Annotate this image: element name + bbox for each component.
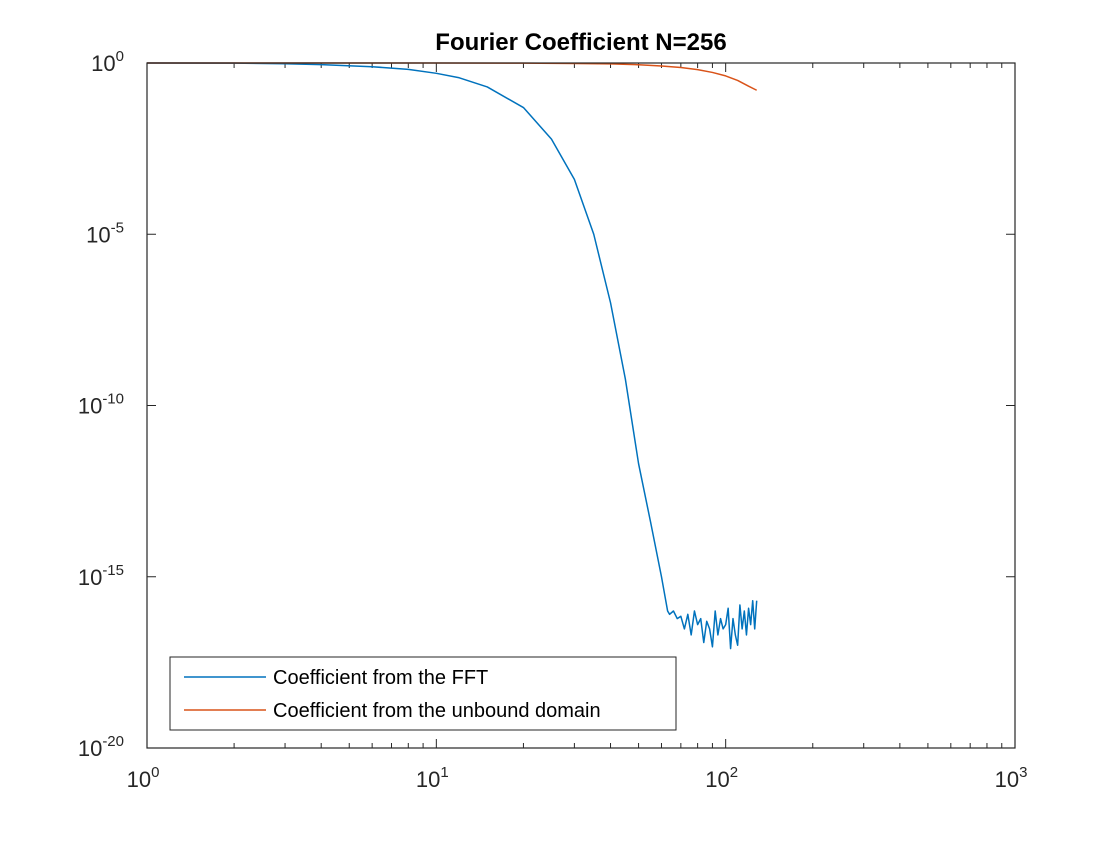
y-tick-label: 10-15 xyxy=(78,562,124,590)
y-tick-label: 10-10 xyxy=(78,391,124,419)
x-tick-label: 100 xyxy=(127,764,160,792)
legend-label-fft: Coefficient from the FFT xyxy=(273,667,488,689)
x-tick-label: 102 xyxy=(705,764,738,792)
chart-title: Fourier Coefficient N=256 xyxy=(435,29,726,56)
y-tick-label: 10-20 xyxy=(78,733,124,761)
legend-label-unbound: Coefficient from the unbound domain xyxy=(273,700,601,722)
plot-area xyxy=(147,63,1015,748)
x-tick-label: 103 xyxy=(995,764,1028,792)
ticks-layer: 100 101 102 103 100 10-5 10-10 10-15 10-20 xyxy=(78,48,1028,792)
x-tick-label: 101 xyxy=(416,764,449,792)
legend-box xyxy=(169,656,677,731)
fft-coefficient-line xyxy=(146,62,758,650)
y-tick-label: 100 xyxy=(91,48,124,76)
y-tick-label: 10-5 xyxy=(86,219,124,247)
plot-axes-box xyxy=(146,62,1016,749)
legend: Coefficient from the FFT Coefficient fro… xyxy=(169,656,677,731)
